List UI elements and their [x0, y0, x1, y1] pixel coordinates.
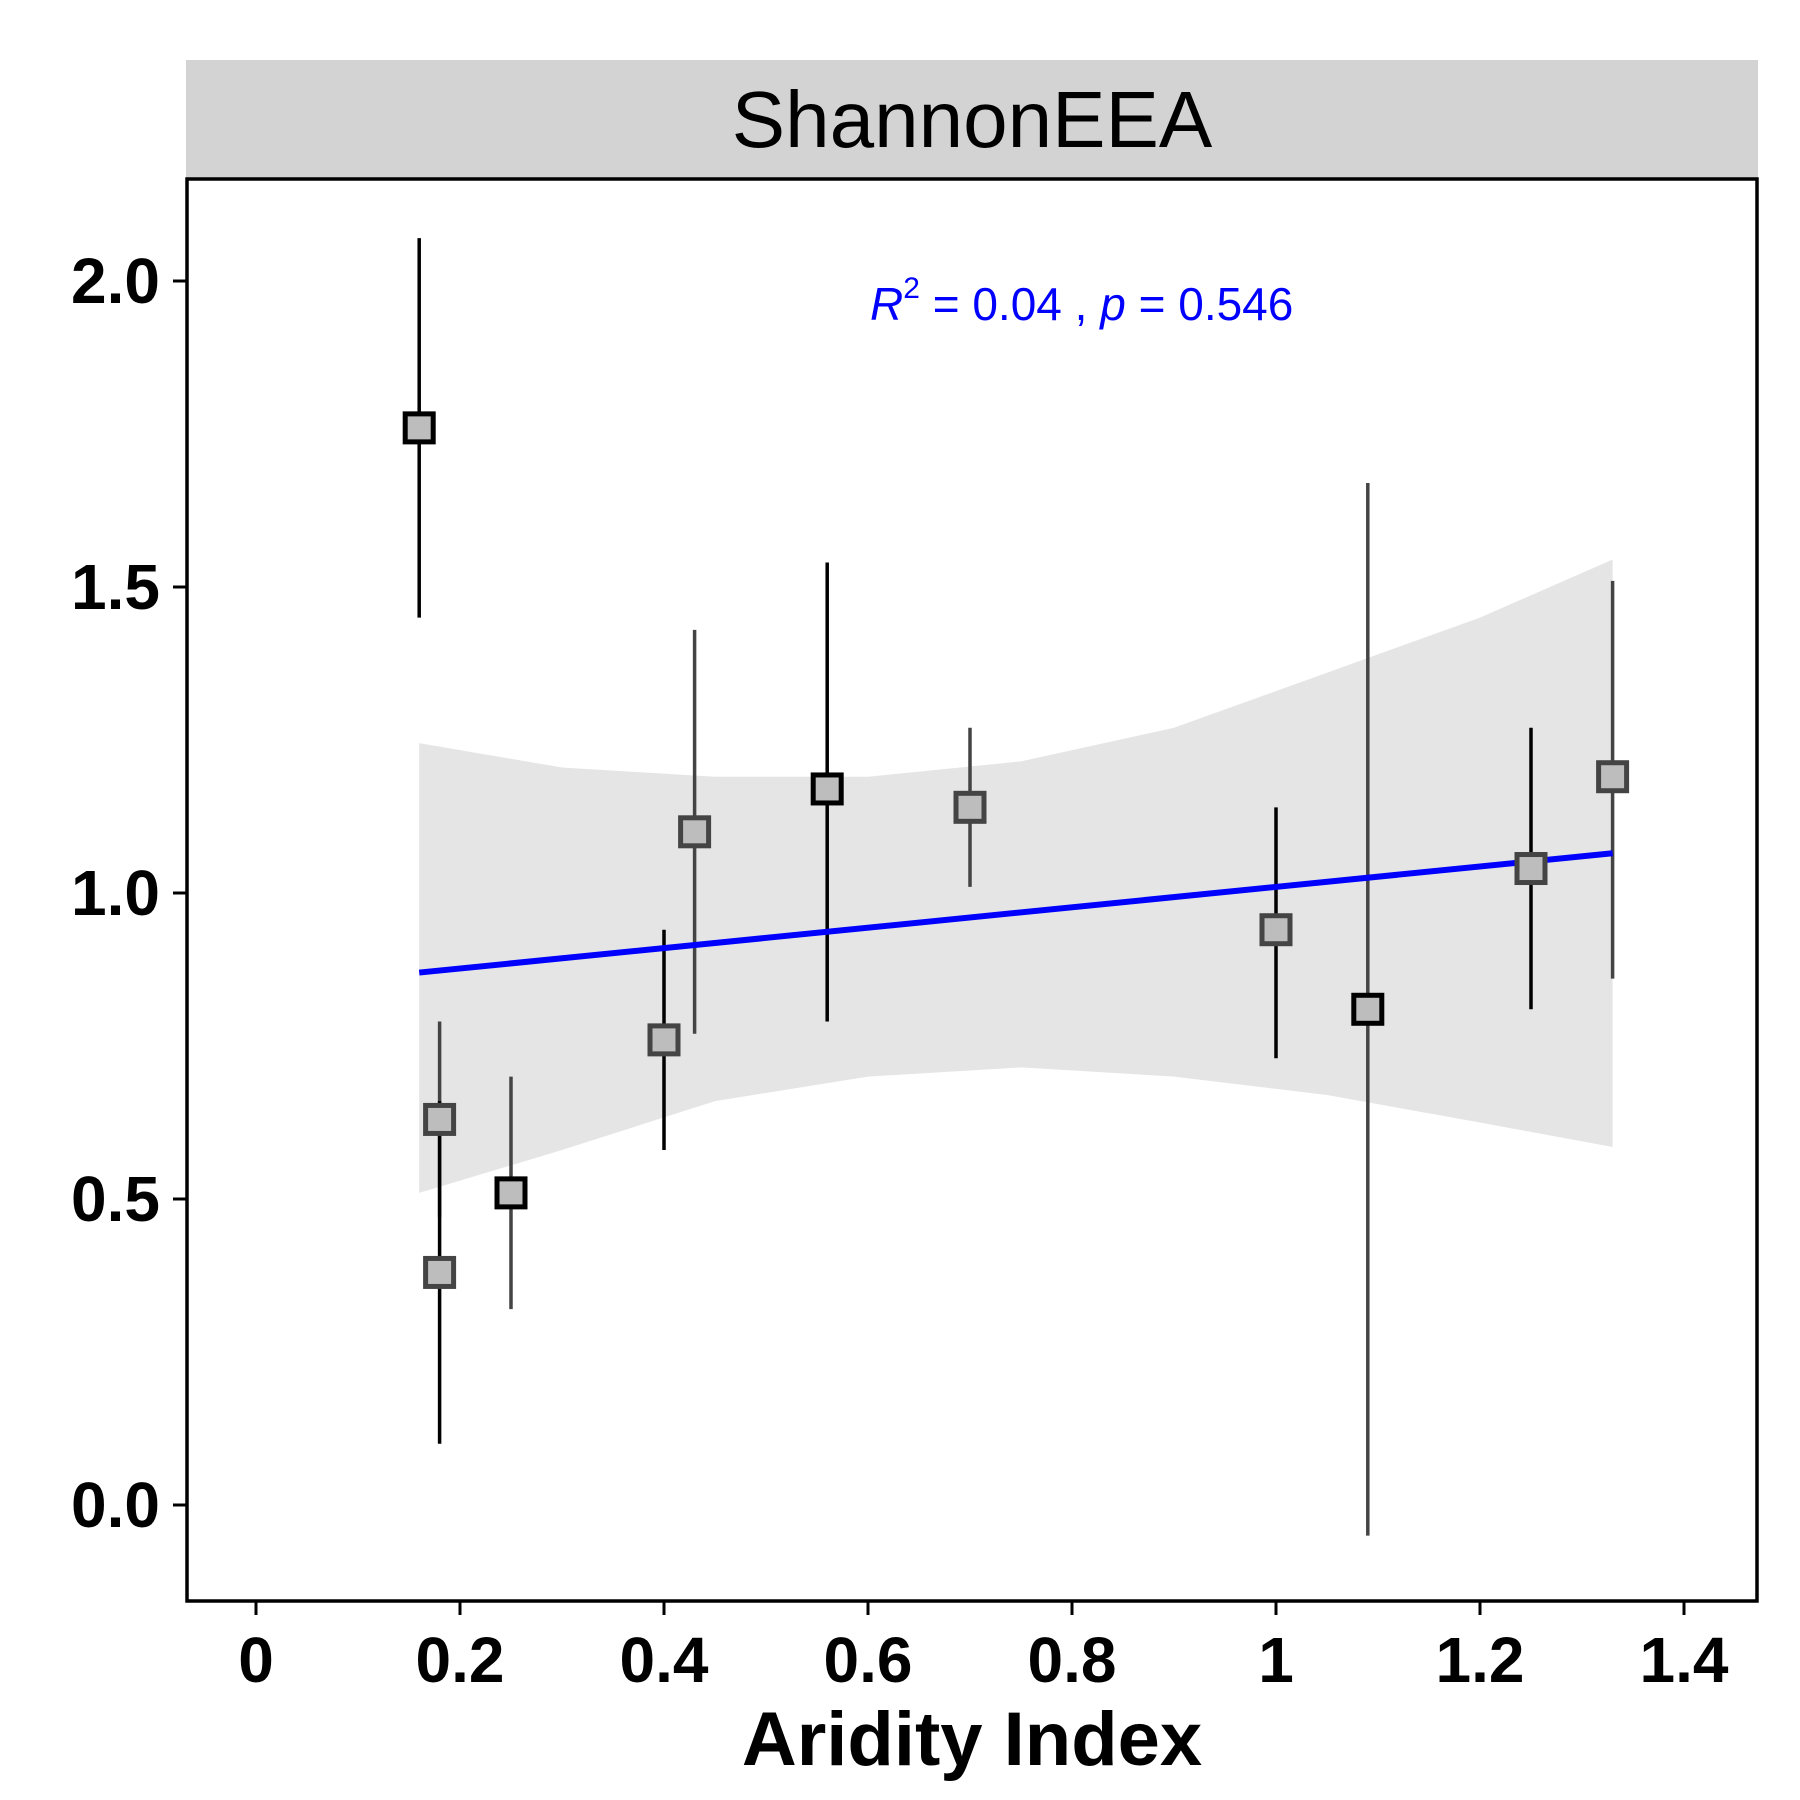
x-tick-label-1: 0.2 — [416, 1624, 505, 1696]
data-point-7 — [953, 790, 987, 824]
fit-line-layer — [418, 850, 1613, 976]
x-tick-label-6: 1.2 — [1436, 1624, 1525, 1696]
data-point-5 — [678, 815, 712, 849]
confidence-band — [419, 559, 1613, 1193]
x-axis: 0 0.2 0.4 0.6 0.8 1 1.2 1.4 — [238, 1601, 1729, 1696]
data-point-6 — [810, 772, 844, 806]
p-value: = 0.546 — [1126, 278, 1294, 330]
y-tick-label-0: 0.0 — [71, 1469, 160, 1541]
r-symbol: R — [870, 278, 903, 330]
x-tick-label-2: 0.4 — [620, 1624, 709, 1696]
data-point-4 — [647, 1023, 681, 1057]
fit-line — [418, 850, 1613, 976]
x-tick-label-7: 1.4 — [1640, 1624, 1729, 1696]
x-tick-label-4: 0.8 — [1028, 1624, 1117, 1696]
confidence-band-layer — [419, 559, 1613, 1193]
data-point-9 — [1351, 992, 1385, 1026]
data-point-11 — [1596, 760, 1630, 794]
data-point-3 — [494, 1176, 528, 1210]
data-point-2 — [423, 1255, 457, 1289]
y-tick-label-2: 1.0 — [71, 857, 160, 929]
x-tick-label-0: 0 — [238, 1624, 274, 1696]
facet-title: ShannonEEA — [732, 75, 1213, 164]
data-point-1 — [423, 1102, 457, 1136]
y-axis: 0.0 0.5 1.0 1.5 2.0 — [71, 245, 187, 1541]
fit-stats-annotation: R2 = 0.04 , p = 0.546 — [870, 272, 1293, 330]
x-tick-label-5: 1 — [1258, 1624, 1294, 1696]
y-tick-label-1: 0.5 — [71, 1163, 160, 1235]
data-point-8 — [1259, 913, 1293, 947]
point-layer — [402, 411, 1630, 1289]
y-tick-label-3: 1.5 — [71, 551, 160, 623]
data-point-0 — [402, 411, 436, 445]
r-value: = 0.04 , — [920, 278, 1100, 330]
y-tick-label-4: 2.0 — [71, 245, 160, 317]
panel-border — [185, 177, 1759, 1603]
facet-strip — [186, 60, 1758, 179]
r-superscript: 2 — [903, 272, 920, 305]
x-tick-label-3: 0.6 — [824, 1624, 913, 1696]
x-axis-title: Aridity Index — [742, 1697, 1202, 1782]
p-symbol: p — [1098, 278, 1126, 330]
data-point-10 — [1514, 852, 1548, 886]
